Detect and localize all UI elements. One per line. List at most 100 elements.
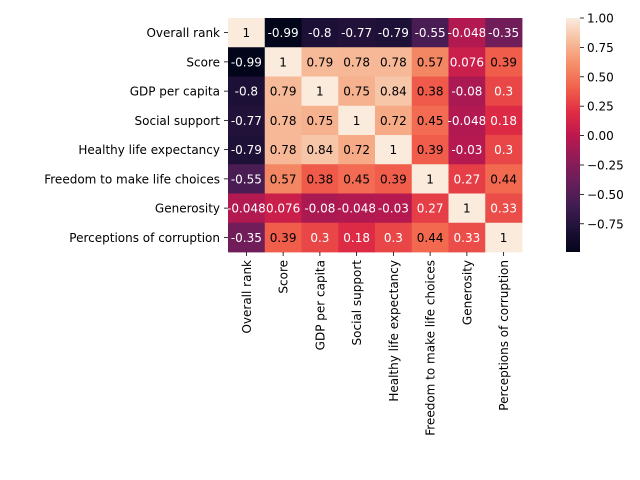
cell-value-label: 0.39 <box>417 143 444 157</box>
heatmap-cell <box>301 193 339 224</box>
heatmap-cell <box>411 135 449 165</box>
cell-value-label: 1 <box>279 55 287 69</box>
heatmap-cell <box>264 18 302 48</box>
colorbar-tick-label: 0.00 <box>587 129 614 143</box>
heatmap-cells: 1 -0.99 -0.8 -0.77 -0.79 -0.55 -0.048 -0.35-0.9… <box>227 18 523 253</box>
y-tick-labels: Overall rank Score GDP per capita Social su… <box>44 26 228 245</box>
cell-value-label: 0.44 <box>490 172 517 186</box>
colorbar-tick-label: −0.25 <box>587 158 624 172</box>
cell-value-label: -0.048 <box>448 26 487 40</box>
heatmap-cell <box>228 76 266 107</box>
cell-value-label: 1 <box>500 231 508 245</box>
cell-value-label: 1 <box>243 26 251 40</box>
cell-value-label: -0.8 <box>235 85 258 99</box>
heatmap-cell <box>228 135 266 165</box>
cell-value-label: 0.27 <box>454 172 481 186</box>
cell-value-label: 0.45 <box>417 114 444 128</box>
y-tick-label: Healthy life expectancy <box>78 143 220 157</box>
heatmap-cell <box>264 135 302 165</box>
heatmap-cell <box>338 135 376 165</box>
cell-value-label: 0.72 <box>380 114 407 128</box>
heatmap-cell <box>264 222 302 253</box>
x-tick-label: Overall rank <box>240 260 254 334</box>
x-tick-label: Generosity <box>460 260 474 325</box>
cell-value-label: 0.78 <box>343 55 370 69</box>
heatmap-cell <box>411 164 449 194</box>
cell-value-label: 0.33 <box>490 202 517 216</box>
heatmap-cell <box>264 193 302 224</box>
colorbar-tick-label: −0.50 <box>587 188 624 202</box>
x-tick-label: Score <box>277 260 291 294</box>
cell-value-label: -0.35 <box>231 231 262 245</box>
cell-value-label: 0.3 <box>494 85 513 99</box>
cell-value-label: 0.44 <box>417 231 444 245</box>
heatmap-cell <box>338 18 376 48</box>
heatmap-cell <box>375 76 413 107</box>
heatmap-cell <box>228 47 266 77</box>
y-tick-label: Score <box>186 55 220 69</box>
cell-value-label: 0.33 <box>454 231 481 245</box>
heatmap-cell <box>375 193 413 224</box>
heatmap-cell <box>301 164 339 194</box>
heatmap-cell <box>338 76 376 107</box>
heatmap-cell <box>301 105 339 136</box>
cell-value-label: -0.55 <box>231 172 262 186</box>
heatmap-cell <box>448 76 486 107</box>
cell-value-label: 0.78 <box>270 143 297 157</box>
colorbar-tick-label: 0.75 <box>587 41 614 55</box>
heatmap-cell <box>485 18 523 48</box>
cell-value-label: 0.57 <box>270 172 297 186</box>
heatmap-cell <box>338 193 376 224</box>
cell-value-label: 0.076 <box>450 55 484 69</box>
heatmap-cell <box>375 222 413 253</box>
cell-value-label: 0.75 <box>343 85 370 99</box>
heatmap-cell <box>448 135 486 165</box>
colorbar-tick-label: 0.50 <box>587 70 614 84</box>
heatmap-cell <box>485 76 523 107</box>
heatmap-cell <box>301 222 339 253</box>
cell-value-label: 0.3 <box>384 231 403 245</box>
colorbar: 1.00 0.75 0.50 0.25 0.00 −0.25 −0.50 −0.75 <box>566 12 624 252</box>
heatmap-cell <box>338 222 376 253</box>
heatmap-cell <box>228 105 266 136</box>
cell-value-label: -0.03 <box>451 143 482 157</box>
cell-value-label: -0.048 <box>227 202 266 216</box>
cell-value-label: -0.08 <box>451 85 482 99</box>
cell-value-label: 0.39 <box>490 55 517 69</box>
cell-value-label: 0.38 <box>417 85 444 99</box>
heatmap-cell <box>264 164 302 194</box>
y-tick-label: Perceptions of corruption <box>69 231 220 245</box>
cell-value-label: 0.57 <box>417 55 444 69</box>
cell-value-label: 0.78 <box>380 55 407 69</box>
cell-value-label: 1 <box>316 85 324 99</box>
cell-value-label: 0.39 <box>380 172 407 186</box>
cell-value-label: 0.79 <box>307 55 334 69</box>
x-tick-label: Social support <box>350 260 364 346</box>
heatmap-cell <box>375 105 413 136</box>
x-tick-label: Healthy life expectancy <box>387 260 401 402</box>
heatmap-cell <box>485 135 523 165</box>
heatmap-cell <box>301 47 339 77</box>
heatmap-cell <box>264 76 302 107</box>
y-tick-label: Freedom to make life choices <box>44 172 220 186</box>
heatmap-cell <box>301 18 339 48</box>
heatmap-cell <box>264 47 302 77</box>
cell-value-label: 0.39 <box>270 231 297 245</box>
cell-value-label: 0.79 <box>270 85 297 99</box>
cell-value-label: -0.79 <box>231 143 262 157</box>
cell-value-label: 1 <box>426 172 434 186</box>
cell-value-label: 0.27 <box>417 202 444 216</box>
cell-value-label: -0.048 <box>448 114 487 128</box>
heatmap-cell <box>448 105 486 136</box>
heatmap-cell <box>411 105 449 136</box>
heatmap-cell <box>485 193 523 224</box>
cell-value-label: 0.72 <box>343 143 370 157</box>
heatmap-cell <box>264 105 302 136</box>
y-tick-label: GDP per capita <box>130 85 220 99</box>
heatmap-cell <box>448 47 486 77</box>
cell-value-label: 0.84 <box>307 143 334 157</box>
cell-value-label: -0.77 <box>231 114 262 128</box>
cell-value-label: 0.3 <box>310 231 329 245</box>
heatmap-cell <box>448 18 486 48</box>
heatmap-cell <box>228 164 266 194</box>
